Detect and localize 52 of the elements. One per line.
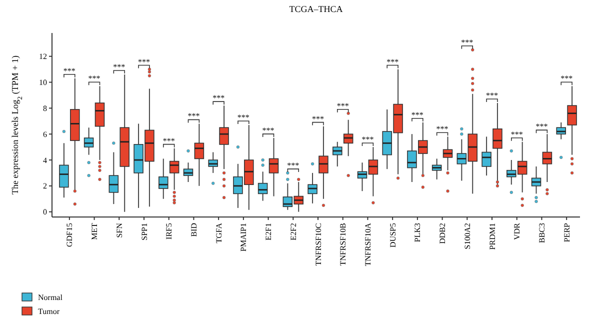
x-tick-label: DDB2 <box>438 223 448 244</box>
y-tick-label: 8 <box>43 104 47 113</box>
y-tick-label: 10 <box>39 78 47 88</box>
x-tick-label: MET <box>90 222 100 240</box>
annotation: *** <box>560 74 573 84</box>
chart-title: TCGA–THCA <box>289 4 344 14</box>
annotation: *** <box>336 101 349 110</box>
x-tick-label: TNFRSF10A <box>364 222 373 266</box>
x-tick-label: DUSP5 <box>388 223 398 248</box>
annotation: *** <box>536 122 548 132</box>
annotation: *** <box>262 126 274 135</box>
y-tick-label: 12 <box>39 52 47 62</box>
x-tick-label: PERP <box>562 222 572 242</box>
annotation: *** <box>88 74 100 84</box>
x-tick-label: S100A2 <box>462 223 472 250</box>
x-tick-label: GDF15 <box>65 223 74 248</box>
y-tick-label: 4 <box>43 156 47 165</box>
y-tick-label: 2 <box>43 182 47 191</box>
annotation: *** <box>486 90 498 100</box>
annotation: *** <box>188 112 200 121</box>
annotation: *** <box>287 160 300 170</box>
annotation: *** <box>461 38 474 47</box>
x-tick-label: E2F1 <box>264 223 274 240</box>
x-tick-label: PRDM1 <box>488 223 497 250</box>
annotation: *** <box>212 94 225 103</box>
y-tick-label: 0 <box>43 208 47 217</box>
x-tick-label: SPP1 <box>140 223 149 240</box>
annotation: *** <box>237 113 250 122</box>
legend-label: Tumor <box>38 306 60 316</box>
x-tick-label: TGFA <box>214 222 224 244</box>
annotation: *** <box>411 110 424 120</box>
annotation: *** <box>162 136 175 146</box>
annotation: *** <box>362 135 374 144</box>
x-tick-label: BID <box>190 222 199 237</box>
x-tick-label: E2F2 <box>288 223 298 240</box>
x-tick-label: PMAIP1 <box>239 223 248 252</box>
annotation: *** <box>138 57 150 66</box>
x-tick-label: BBC3 <box>538 223 547 244</box>
annotation: *** <box>510 130 523 139</box>
legend-label: Normal <box>38 292 64 302</box>
x-tick-label: TNFRSF10C <box>314 223 323 266</box>
annotation: *** <box>386 57 399 66</box>
annotation: *** <box>312 114 324 124</box>
x-tick-label: IRF5 <box>164 223 174 240</box>
annotation: *** <box>63 66 76 76</box>
y-tick-label: 6 <box>43 130 47 139</box>
x-tick-label: TNFRSF10B <box>338 223 348 266</box>
x-tick-label: PLK3 <box>413 223 422 242</box>
annotation: *** <box>436 124 448 134</box>
x-tick-label: VDR <box>512 222 522 240</box>
x-tick-label: SFN <box>114 222 124 238</box>
annotation: *** <box>113 62 126 72</box>
